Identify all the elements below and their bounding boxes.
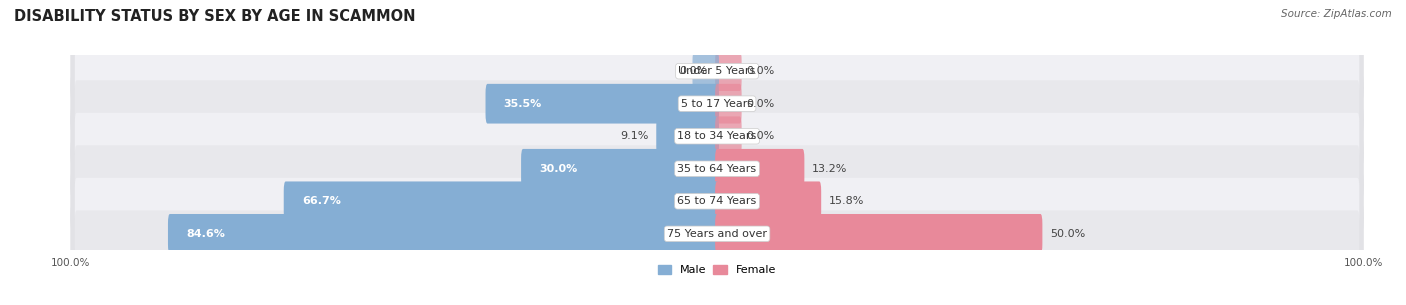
FancyBboxPatch shape — [485, 84, 718, 124]
FancyBboxPatch shape — [75, 80, 1360, 127]
FancyBboxPatch shape — [70, 137, 1364, 201]
FancyBboxPatch shape — [167, 214, 718, 254]
Text: 0.0%: 0.0% — [747, 99, 775, 109]
FancyBboxPatch shape — [693, 51, 718, 91]
Text: 65 to 74 Years: 65 to 74 Years — [678, 196, 756, 206]
Text: 13.2%: 13.2% — [813, 164, 848, 174]
FancyBboxPatch shape — [716, 181, 821, 221]
Text: 9.1%: 9.1% — [620, 131, 648, 141]
FancyBboxPatch shape — [70, 104, 1364, 168]
Text: 18 to 34 Years: 18 to 34 Years — [678, 131, 756, 141]
Text: 75 Years and over: 75 Years and over — [666, 229, 768, 239]
Text: 35.5%: 35.5% — [503, 99, 541, 109]
Text: 0.0%: 0.0% — [747, 131, 775, 141]
FancyBboxPatch shape — [75, 48, 1360, 95]
FancyBboxPatch shape — [70, 202, 1364, 266]
FancyBboxPatch shape — [284, 181, 718, 221]
FancyBboxPatch shape — [716, 149, 804, 188]
FancyBboxPatch shape — [716, 214, 1042, 254]
FancyBboxPatch shape — [657, 117, 718, 156]
Text: 30.0%: 30.0% — [538, 164, 578, 174]
FancyBboxPatch shape — [70, 72, 1364, 136]
Text: Source: ZipAtlas.com: Source: ZipAtlas.com — [1281, 9, 1392, 19]
Text: 0.0%: 0.0% — [747, 66, 775, 76]
FancyBboxPatch shape — [75, 210, 1360, 257]
FancyBboxPatch shape — [70, 169, 1364, 233]
FancyBboxPatch shape — [70, 39, 1364, 103]
FancyBboxPatch shape — [716, 51, 741, 91]
FancyBboxPatch shape — [716, 117, 741, 156]
FancyBboxPatch shape — [75, 145, 1360, 192]
FancyBboxPatch shape — [522, 149, 718, 188]
Text: Under 5 Years: Under 5 Years — [679, 66, 755, 76]
FancyBboxPatch shape — [75, 178, 1360, 225]
Text: 50.0%: 50.0% — [1050, 229, 1085, 239]
FancyBboxPatch shape — [716, 84, 741, 124]
Text: 5 to 17 Years: 5 to 17 Years — [681, 99, 754, 109]
Text: 35 to 64 Years: 35 to 64 Years — [678, 164, 756, 174]
FancyBboxPatch shape — [75, 113, 1360, 160]
Text: 15.8%: 15.8% — [830, 196, 865, 206]
Text: 84.6%: 84.6% — [186, 229, 225, 239]
Legend: Male, Female: Male, Female — [654, 260, 780, 280]
Text: DISABILITY STATUS BY SEX BY AGE IN SCAMMON: DISABILITY STATUS BY SEX BY AGE IN SCAMM… — [14, 9, 416, 24]
Text: 66.7%: 66.7% — [302, 196, 340, 206]
Text: 0.0%: 0.0% — [679, 66, 707, 76]
